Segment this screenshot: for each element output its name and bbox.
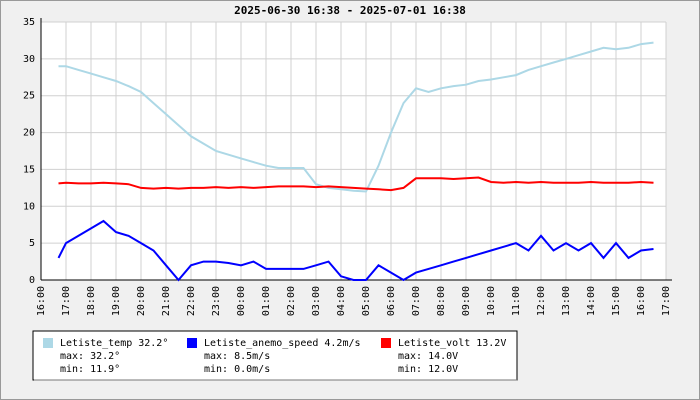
y-tick-label: 10 [23,201,35,212]
x-tick-label: 09:00 [461,286,472,316]
series-line [58,176,654,192]
legend-swatch [187,338,197,348]
legend-box [32,330,518,381]
legend-current: 13.2V [476,338,506,349]
legend-max: max: 8.5m/s [204,351,270,362]
legend-current: 4.2m/s [324,338,360,349]
legend-label: Letiste_anemo_speed [204,338,318,349]
x-tick-label: 14:00 [586,286,597,316]
x-tick-label: 13:00 [561,286,572,316]
x-tick-label: 00:00 [236,286,247,316]
x-tick-label: 01:00 [261,286,272,316]
y-tick-label: 5 [29,238,35,249]
legend-min: min: 12.0V [398,364,458,375]
x-tick-label: 03:00 [311,286,322,316]
legend-max: max: 32.2° [60,351,120,362]
x-tick-label: 16:00 [636,286,647,316]
legend-min: min: 0.0m/s [204,364,270,375]
x-tick-label: 08:00 [436,286,447,316]
series-line [57,219,654,282]
legend-max: max: 14.0V [398,351,458,362]
chart-title: 2025-06-30 16:38 - 2025-07-01 16:38 [234,4,466,17]
x-tick-label: 17:00 [61,286,72,316]
y-tick-label: 35 [23,17,35,28]
x-tick-label: 15:00 [611,286,622,316]
x-tick-label: 22:00 [186,286,197,316]
legend-label: Letiste_volt [398,338,470,349]
x-tick-label: 21:00 [161,286,172,316]
legend-label: Letiste_temp [60,338,132,349]
legend-min: min: 11.9° [60,364,120,375]
series-line [58,41,654,193]
x-tick-label: 16:00 [36,286,47,316]
legend-swatch [381,338,391,348]
x-tick-label: 11:00 [511,286,522,316]
x-tick-label: 19:00 [111,286,122,316]
legend-swatch [43,338,53,348]
x-tick-label: 02:00 [286,286,297,316]
y-tick-label: 0 [29,275,35,286]
x-tick-label: 10:00 [486,286,497,316]
y-tick-label: 25 [23,91,35,102]
plot-area [41,22,666,280]
x-tick-label: 04:00 [336,286,347,316]
y-tick-label: 20 [23,128,35,139]
x-tick-label: 06:00 [386,286,397,316]
x-tick-label: 23:00 [211,286,222,316]
x-tick-label: 18:00 [86,286,97,316]
legend-current: 32.2° [138,338,168,349]
y-tick-label: 15 [23,164,35,175]
y-tick-label: 30 [23,54,35,65]
x-tick-label: 05:00 [361,286,372,316]
x-tick-label: 07:00 [411,286,422,316]
x-tick-label: 20:00 [136,286,147,316]
x-tick-label: 17:00 [661,286,672,316]
x-tick-label: 12:00 [536,286,547,316]
